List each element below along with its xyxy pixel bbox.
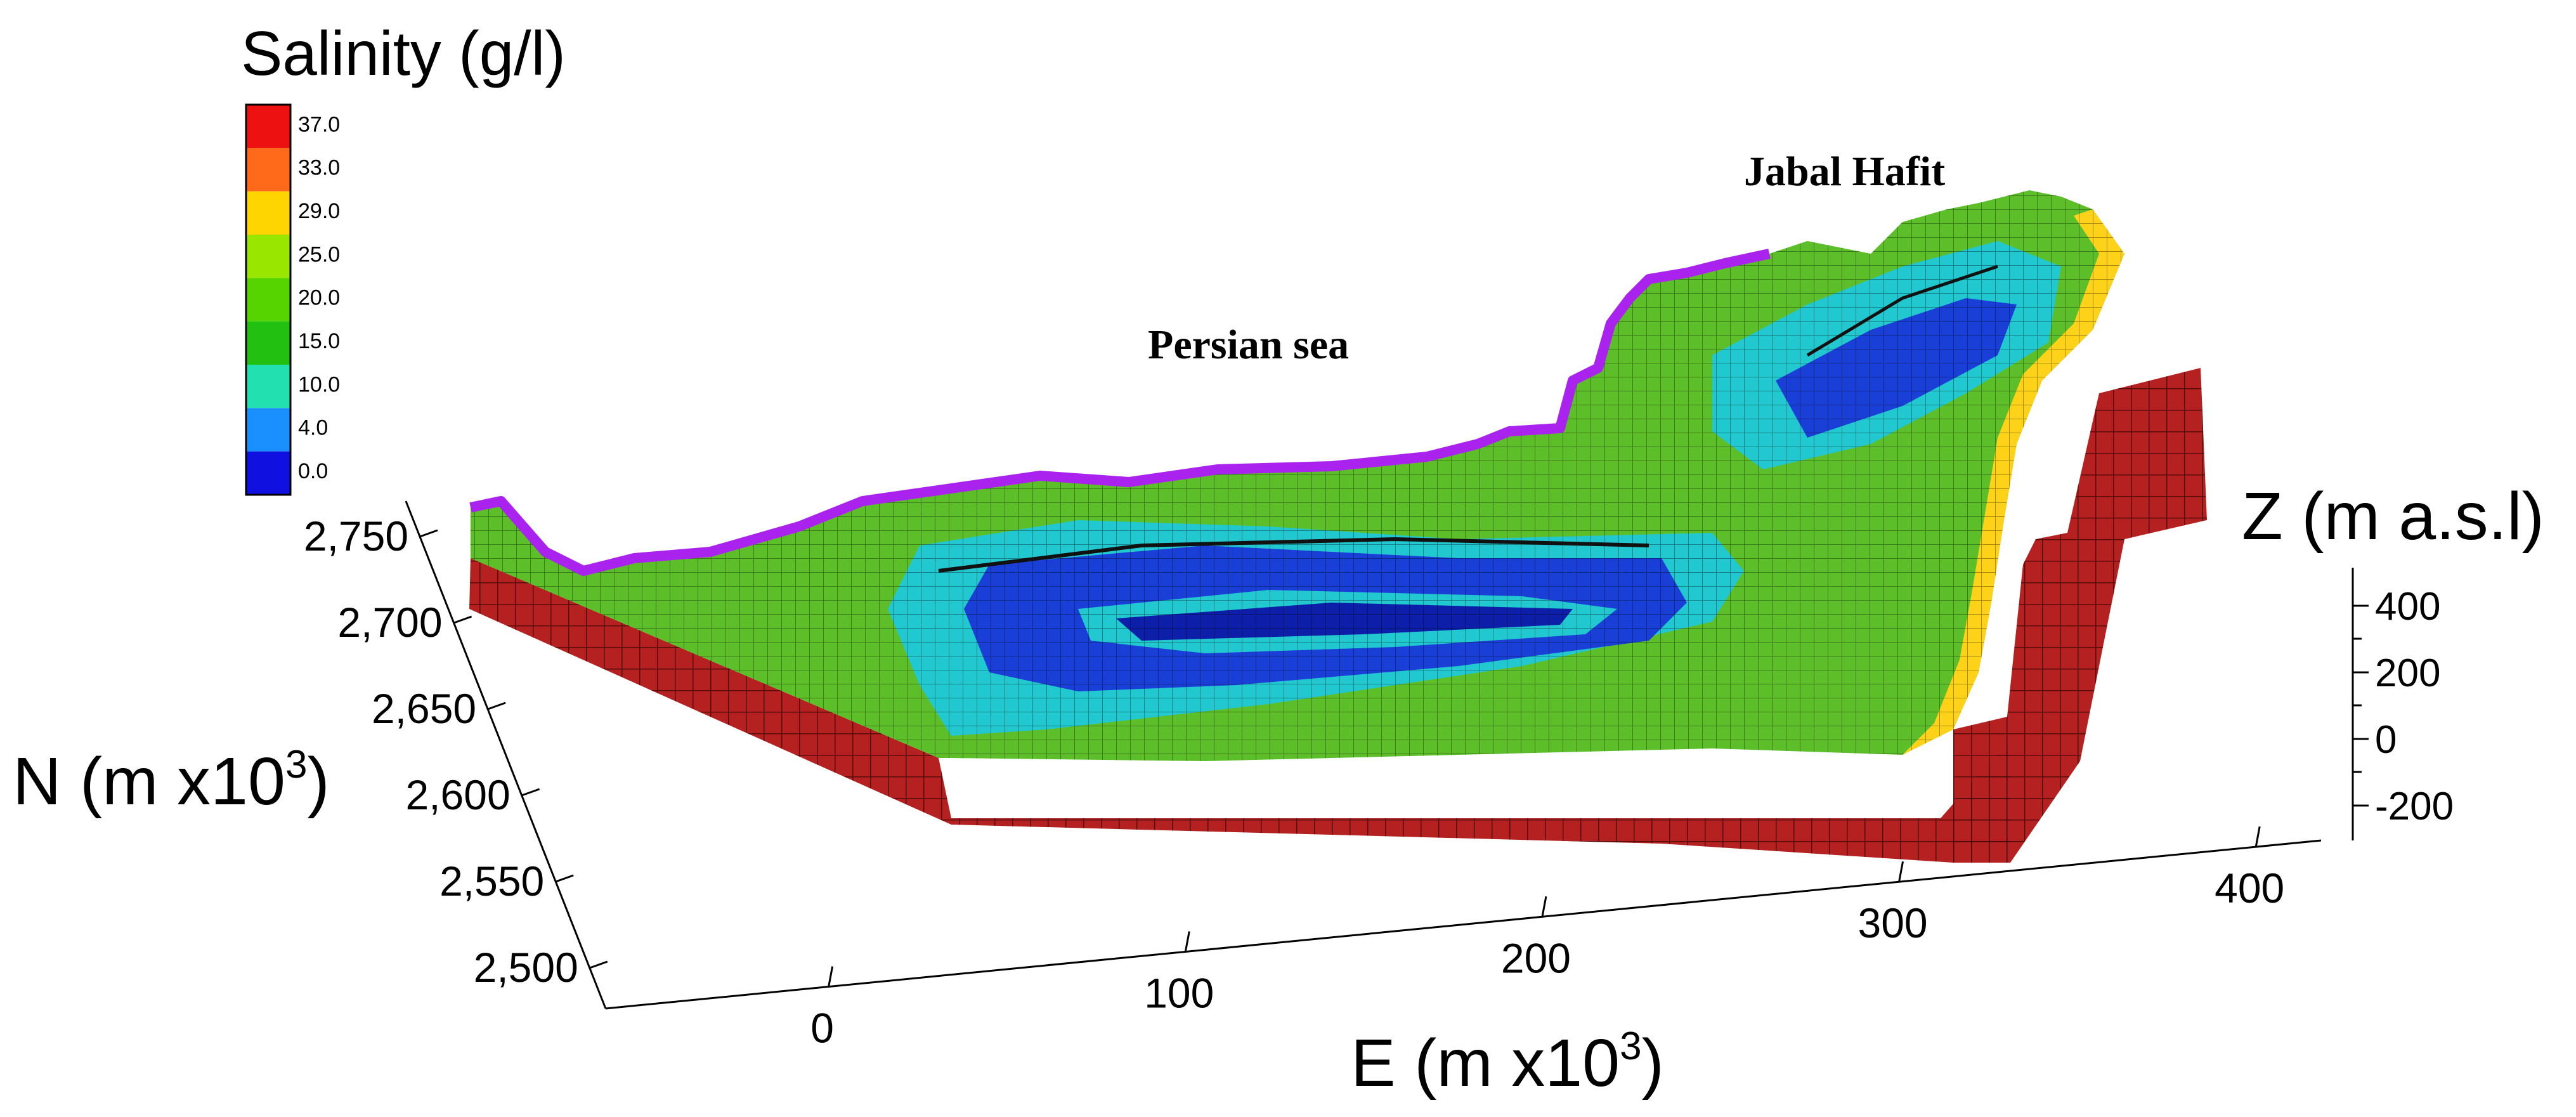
n-axis-tick-label: 2,750 bbox=[304, 513, 408, 559]
legend-title: Salinity (g/l) bbox=[241, 18, 566, 88]
legend-swatch bbox=[246, 278, 290, 322]
jabal-hafit-label: Jabal Hafit bbox=[1744, 148, 1945, 195]
e-axis-tick bbox=[2254, 826, 2261, 847]
legend-tick-labels: 37.0 33.0 29.0 25.0 20.0 15.0 10.0 4.0 0.0 bbox=[298, 112, 340, 483]
base-grid-right bbox=[1953, 368, 2207, 863]
legend-label: 0.0 bbox=[298, 459, 328, 483]
legend-frame bbox=[245, 103, 292, 496]
fault-line bbox=[938, 537, 1649, 573]
legend-label: 25.0 bbox=[298, 242, 340, 266]
n-axis-tick-label: 2,600 bbox=[406, 771, 511, 818]
e-axis-line bbox=[605, 839, 2322, 1010]
legend-swatch bbox=[246, 408, 290, 452]
z-axis-tick-label: 200 bbox=[2375, 651, 2440, 695]
e-axis-tick-label: 0 bbox=[810, 1005, 834, 1052]
legend-swatch bbox=[246, 235, 290, 278]
legend-label: 10.0 bbox=[298, 372, 340, 396]
e-axis-tick-label: 400 bbox=[2215, 865, 2284, 911]
n-axis-tick-label: 2,700 bbox=[337, 599, 442, 646]
legend-swatch bbox=[246, 191, 290, 235]
legend-swatch bbox=[246, 321, 290, 365]
n-axis-tick bbox=[589, 960, 608, 969]
legend-swatch bbox=[246, 451, 290, 495]
n-axis-ticks: 2,750 2,700 2,650 2,600 2,550 2,500 bbox=[304, 513, 608, 991]
persian-sea-label: Persian sea bbox=[1148, 322, 1349, 368]
n-axis-tick bbox=[453, 615, 472, 624]
legend-label: 33.0 bbox=[298, 156, 340, 180]
n-axis-tick-label: 2,550 bbox=[439, 858, 544, 905]
legend-swatch bbox=[246, 365, 290, 408]
axes: 2,750 2,700 2,650 2,600 2,550 2,500 0 100 200 30… bbox=[13, 479, 2544, 1101]
legend-label: 4.0 bbox=[298, 416, 328, 440]
z-axis-ticks: 400 200 0 -200 bbox=[2353, 585, 2454, 828]
z-axis-tick-label: 0 bbox=[2375, 718, 2397, 762]
n-axis-tick bbox=[555, 874, 574, 883]
z-axis-title: Z (m a.s.l) bbox=[2242, 479, 2544, 554]
n-axis-tick-label: 2,650 bbox=[372, 685, 476, 732]
e-axis-tick bbox=[828, 966, 834, 987]
e-axis-ticks: 0 100 200 300 400 bbox=[810, 826, 2284, 1052]
coastline-edge bbox=[469, 249, 1771, 576]
e-axis-tick bbox=[1898, 861, 1904, 882]
e-axis-tick bbox=[1541, 896, 1547, 917]
model-block bbox=[469, 190, 2207, 863]
legend-colorbar bbox=[245, 103, 292, 496]
n-axis-tick bbox=[419, 529, 438, 538]
legend-label: 15.0 bbox=[298, 329, 340, 353]
e-axis-tick-label: 200 bbox=[1501, 934, 1571, 981]
top-surface-grid bbox=[471, 190, 2124, 761]
legend-label: 37.0 bbox=[298, 112, 340, 136]
e-axis-title: E (m x103) bbox=[1351, 1024, 1664, 1101]
legend-label: 29.0 bbox=[298, 199, 340, 223]
e-axis-tick-label: 300 bbox=[1858, 899, 1928, 946]
z-axis-tick-label: 400 bbox=[2375, 585, 2440, 629]
n-axis-tick bbox=[487, 702, 506, 710]
e-axis-tick-label: 100 bbox=[1144, 969, 1214, 1016]
fault-line bbox=[1806, 265, 1998, 357]
legend-swatch bbox=[246, 148, 290, 192]
base-grid-front bbox=[469, 558, 2010, 863]
n-axis-title: N (m x103) bbox=[13, 743, 330, 819]
legend-label: 20.0 bbox=[298, 286, 340, 310]
n-axis-line bbox=[405, 500, 607, 1009]
salinity-legend: Salinity (g/l) 37.0 33.0 29.0 25.0 20.0 15.0 1… bbox=[241, 18, 566, 496]
n-axis-tick bbox=[521, 788, 540, 797]
n-axis-tick-label: 2,500 bbox=[474, 944, 578, 991]
e-axis-tick bbox=[1184, 931, 1190, 952]
legend-swatch bbox=[246, 105, 290, 148]
z-axis-tick-label: -200 bbox=[2375, 785, 2454, 828]
